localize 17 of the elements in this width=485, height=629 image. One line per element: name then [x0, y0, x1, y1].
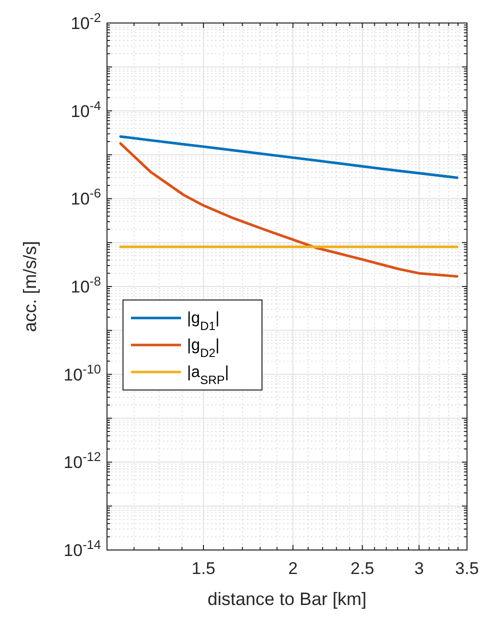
legend-label: |a$_{SRP}$|	[187, 364, 229, 387]
y-axis-title: acc. [m/s/s]	[20, 240, 40, 332]
x-tick-label: 3.5	[455, 559, 479, 578]
y-tick-label: 10$^{-10}$	[64, 360, 101, 384]
legend-label: |g$_{D2}$|	[187, 337, 220, 360]
y-tick-label: 10$^{-4}$	[70, 97, 101, 121]
x-tick-label: 2.5	[350, 559, 374, 578]
y-tick-label: 10$^{-8}$	[70, 273, 101, 296]
y-tick-label: 10$^{-12}$	[64, 448, 101, 472]
legend-label: |g$_{D1}$|	[187, 310, 220, 333]
x-tick-label: 2	[288, 559, 298, 578]
y-tick-label: 10$^{-6}$	[70, 185, 101, 209]
x-axis-title: distance to Bar [km]	[207, 589, 367, 609]
y-tick-label: 10$^{-14}$	[64, 536, 101, 560]
x-tick-label: 3	[414, 559, 424, 578]
y-tick-label: 10$^{-2}$	[70, 10, 101, 33]
x-tick-label: 1.5	[192, 559, 216, 578]
